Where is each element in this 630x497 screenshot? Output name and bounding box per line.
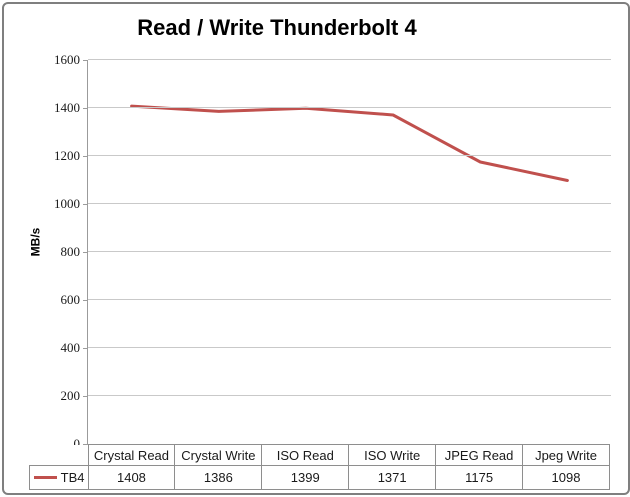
data-table: Crystal Read Crystal Write ISO Read ISO Wri… <box>29 444 610 490</box>
series-line-svg <box>130 104 569 182</box>
y-tick-mark-800 <box>83 252 88 253</box>
y-tick-mark-1600 <box>83 60 88 61</box>
series-line-tb4 <box>130 104 569 182</box>
y-tick-label-800: 800 <box>60 244 81 259</box>
y-tick-mark-200 <box>83 396 88 397</box>
table-header-cell: Crystal Write <box>174 444 263 466</box>
gridline-400 <box>88 347 611 348</box>
table-corner-cell <box>29 444 88 466</box>
y-tick-mark-1400 <box>83 108 88 109</box>
table-value-cell: 1386 <box>174 465 263 490</box>
legend-cell: TB4 <box>29 465 89 490</box>
table-value-cell: 1399 <box>261 465 350 490</box>
y-tick-label-400: 400 <box>60 340 81 355</box>
table-header-cell: Crystal Read <box>87 444 176 466</box>
y-tick-label-0: 0 <box>73 436 81 451</box>
legend-line-swatch <box>34 476 57 479</box>
table-header-cell: ISO Read <box>261 444 350 466</box>
table-header-cell: Jpeg Write <box>522 444 610 466</box>
gridline-800 <box>88 251 611 252</box>
gridline-200 <box>88 395 611 396</box>
y-tick-label-1000: 1000 <box>54 196 80 211</box>
table-value-cell: 1175 <box>435 465 524 490</box>
y-tick-label-1600: 1600 <box>54 52 80 67</box>
gridline-1000 <box>88 203 611 204</box>
y-tick-label-1400: 1400 <box>54 100 80 115</box>
y-tick-mark-1200 <box>83 156 88 157</box>
table-value-cell: 1408 <box>87 465 176 490</box>
y-tick-label-200: 200 <box>60 388 81 403</box>
gridline-1200 <box>88 155 611 156</box>
series-value-row: TB4 1408 1386 1399 1371 1175 1098 <box>29 465 610 490</box>
table-value-cell: 1371 <box>348 465 437 490</box>
table-header-cell: ISO Write <box>348 444 437 466</box>
gridline-1400 <box>88 107 611 108</box>
gridline-1600 <box>88 59 611 60</box>
data-table-wrap: Crystal Read Crystal Write ISO Read ISO Wri… <box>29 444 610 490</box>
y-tick-mark-600 <box>83 300 88 301</box>
gridline-600 <box>88 299 611 300</box>
category-header-row: Crystal Read Crystal Write ISO Read ISO Wri… <box>29 444 610 466</box>
plot-area <box>87 59 611 444</box>
y-tick-label-600: 600 <box>60 292 81 307</box>
y-tick-mark-1000 <box>83 204 88 205</box>
legend-series-label: TB4 <box>60 470 85 485</box>
table-header-cell: JPEG Read <box>435 444 524 466</box>
y-tick-label-1200: 1200 <box>54 148 80 163</box>
chart-title: Read / Write Thunderbolt 4 <box>137 15 417 40</box>
y-tick-mark-400 <box>83 348 88 349</box>
table-value-cell: 1098 <box>522 465 610 490</box>
